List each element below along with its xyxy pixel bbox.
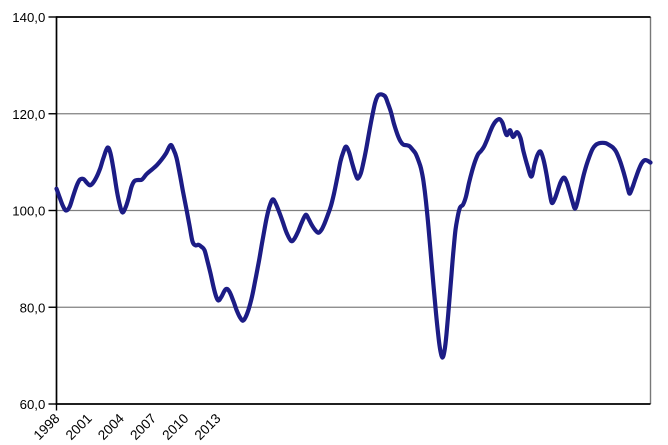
- svg-text:140,0: 140,0: [12, 10, 45, 25]
- svg-text:80,0: 80,0: [20, 300, 46, 315]
- svg-text:100,0: 100,0: [12, 204, 45, 219]
- svg-text:60,0: 60,0: [20, 397, 46, 412]
- svg-text:120,0: 120,0: [12, 107, 45, 122]
